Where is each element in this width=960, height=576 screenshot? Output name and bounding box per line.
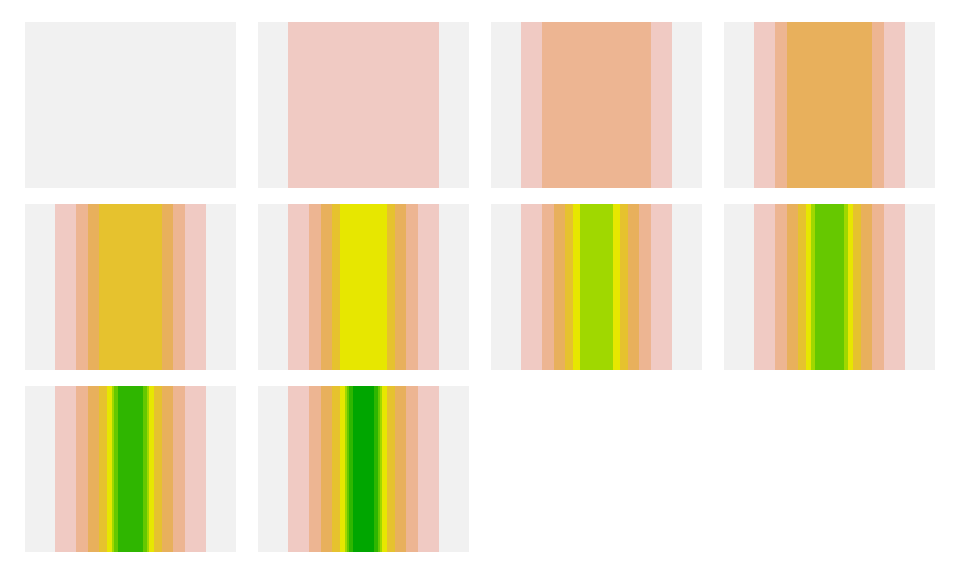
panel-6 xyxy=(258,204,469,370)
panel-10 xyxy=(258,386,469,552)
band-gold xyxy=(99,204,162,370)
panel-7 xyxy=(491,204,702,370)
band-dark-green xyxy=(353,386,374,552)
band-lime xyxy=(580,204,613,370)
panel-4 xyxy=(724,22,935,188)
band-yellow xyxy=(340,204,387,370)
band-tan xyxy=(787,22,872,188)
panel-2 xyxy=(258,22,469,188)
band-green xyxy=(118,386,143,552)
panel-8 xyxy=(724,204,935,370)
panel-3 xyxy=(491,22,702,188)
panel-grid xyxy=(25,22,935,553)
band-pink xyxy=(288,22,439,188)
panel-9 xyxy=(25,386,236,552)
band-bright-green xyxy=(815,204,844,370)
panel-5 xyxy=(25,204,236,370)
band-salmon xyxy=(542,22,651,188)
panel-1 xyxy=(25,22,236,188)
